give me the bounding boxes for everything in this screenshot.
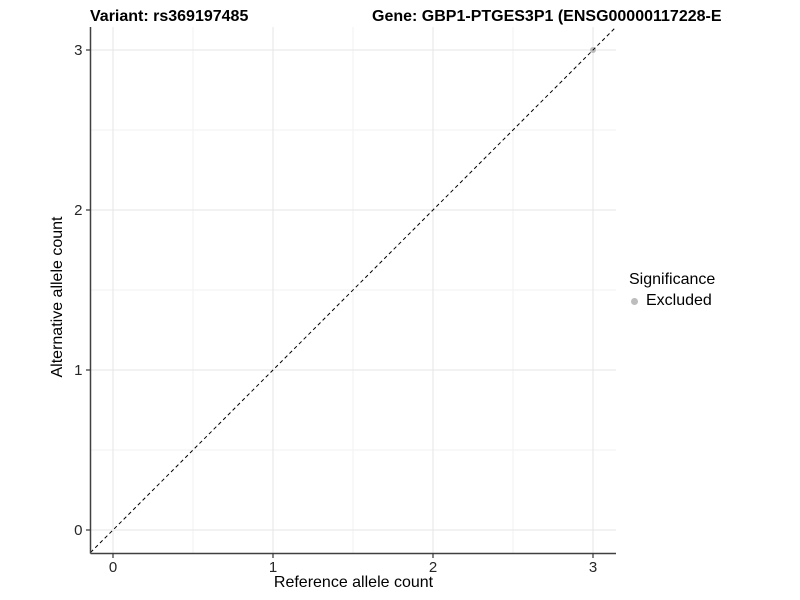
x-tick-label: 1 <box>269 559 277 576</box>
x-tick-label: 3 <box>589 559 597 576</box>
y-tick-label: 0 <box>74 522 82 539</box>
identity-line <box>90 26 617 553</box>
x-axis-title: Reference allele count <box>273 574 434 591</box>
x-tick-label: 0 <box>109 559 117 576</box>
plot-title-gene: Gene: GBP1-PTGES3P1 (ENSG00000117228-E <box>372 8 722 25</box>
legend-item: Excluded <box>629 292 715 310</box>
x-tick-label: 2 <box>429 559 437 576</box>
legend-point-icon <box>631 297 638 305</box>
legend-title: Significance <box>629 271 716 288</box>
plot-title-variant: Variant: rs369197485 <box>90 8 249 25</box>
legend-items: Excluded <box>629 292 715 310</box>
legend: Significance Excluded <box>629 270 715 310</box>
y-tick-label: 2 <box>74 202 82 219</box>
y-tick-label: 3 <box>74 42 82 59</box>
y-axis-title: Alternative allele count <box>49 216 66 378</box>
y-tick-label: 1 <box>74 362 82 379</box>
legend-item-label: Excluded <box>646 292 712 309</box>
